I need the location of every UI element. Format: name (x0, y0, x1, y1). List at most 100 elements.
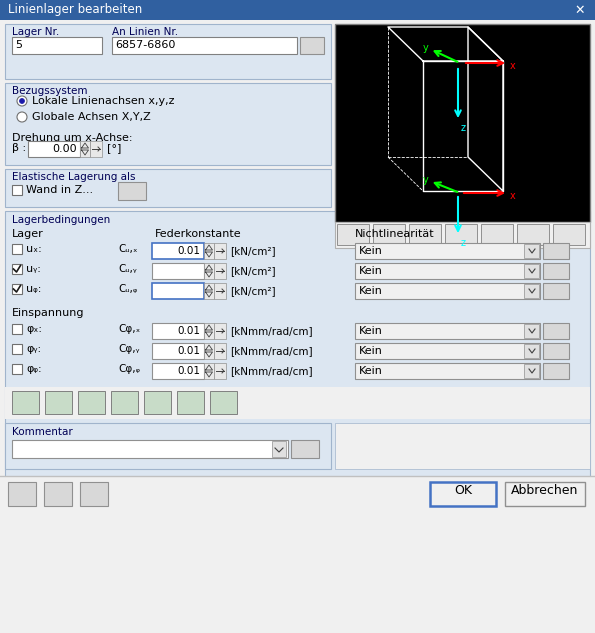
Bar (543, 343, 569, 359)
Text: Linienlager bearbeiten: Linienlager bearbeiten (8, 3, 142, 16)
Bar (28, 141, 80, 157)
Text: Lagerbedingungen: Lagerbedingungen (12, 215, 110, 225)
Bar (524, 364, 539, 378)
Text: [°]: [°] (107, 143, 121, 153)
Text: OK: OK (454, 484, 472, 497)
Bar (111, 391, 138, 414)
Text: x: x (510, 61, 516, 71)
Bar (505, 482, 585, 506)
Bar (90, 141, 102, 157)
Text: φₓ:: φₓ: (26, 324, 42, 334)
Bar (409, 224, 441, 245)
Bar (337, 224, 369, 245)
Bar (543, 363, 569, 379)
Text: Globale Achsen X,Y,Z: Globale Achsen X,Y,Z (32, 112, 151, 122)
Text: Cᵤ,ᵩ: Cᵤ,ᵩ (118, 284, 137, 294)
Bar (335, 423, 590, 469)
Text: φᵧ:: φᵧ: (26, 344, 41, 354)
Bar (45, 391, 72, 414)
Text: Lager Nr.: Lager Nr. (12, 27, 60, 37)
Bar (78, 391, 105, 414)
Text: y: y (423, 175, 429, 185)
Bar (204, 263, 214, 279)
Bar (524, 264, 539, 278)
Bar (204, 363, 214, 379)
Circle shape (17, 96, 27, 106)
Text: [kN/cm²]: [kN/cm²] (230, 286, 275, 296)
Bar (543, 323, 569, 339)
Text: [kNmm/rad/cm]: [kNmm/rad/cm] (230, 346, 312, 356)
Bar (0, 0, 595, 20)
Text: Bezugssystem: Bezugssystem (12, 86, 87, 96)
Bar (524, 324, 539, 338)
Bar (80, 141, 90, 157)
Text: uₓ:: uₓ: (26, 244, 42, 254)
Text: Kein: Kein (359, 286, 383, 296)
Bar (152, 323, 204, 339)
Text: ✕: ✕ (575, 4, 585, 16)
Bar (12, 364, 22, 374)
Bar (152, 243, 204, 259)
Text: 5: 5 (15, 41, 22, 51)
Bar (214, 363, 226, 379)
Bar (5, 423, 331, 469)
Text: Einspannung: Einspannung (12, 308, 84, 318)
Text: 0.01: 0.01 (177, 346, 200, 356)
Text: Cφ,ₓ: Cφ,ₓ (118, 324, 140, 334)
Bar (214, 283, 226, 299)
Text: y: y (423, 43, 429, 53)
Bar (214, 263, 226, 279)
Bar (144, 391, 171, 414)
Text: 0.01: 0.01 (177, 366, 200, 376)
Circle shape (20, 99, 24, 104)
Bar (204, 343, 214, 359)
Bar (5, 211, 590, 481)
Text: Kein: Kein (359, 246, 383, 256)
Bar (355, 323, 540, 339)
Bar (355, 283, 540, 299)
Text: Nichtlinearität: Nichtlinearität (355, 229, 434, 239)
Bar (430, 482, 496, 506)
Bar (291, 440, 319, 458)
Bar (152, 343, 204, 359)
Bar (0, 476, 595, 633)
Text: [kN/cm²]: [kN/cm²] (230, 246, 275, 256)
Bar (355, 263, 540, 279)
Bar (543, 283, 569, 299)
Text: Lager: Lager (12, 229, 44, 239)
Text: An Linien Nr.: An Linien Nr. (112, 27, 178, 37)
Text: Elastische Lagerung als: Elastische Lagerung als (12, 172, 136, 182)
Bar (5, 83, 331, 165)
Bar (204, 323, 214, 339)
Text: 0.01: 0.01 (177, 246, 200, 256)
Bar (12, 391, 39, 414)
Bar (210, 391, 237, 414)
Text: Drehung um x-Achse:: Drehung um x-Achse: (12, 133, 133, 143)
Bar (543, 243, 569, 259)
Bar (204, 243, 214, 259)
Text: z: z (461, 123, 466, 133)
Bar (481, 224, 513, 245)
Text: Kein: Kein (359, 366, 383, 376)
Bar (12, 440, 288, 458)
Text: Lokale Linienachsen x,y,z: Lokale Linienachsen x,y,z (32, 96, 174, 106)
Text: Abbrechen: Abbrechen (511, 484, 579, 497)
Bar (118, 182, 146, 200)
Bar (12, 37, 102, 54)
Circle shape (17, 112, 27, 122)
Bar (12, 284, 22, 294)
Text: Cᵤ,ᵧ: Cᵤ,ᵧ (118, 264, 137, 274)
Text: uᵩ:: uᵩ: (26, 284, 42, 294)
Bar (12, 185, 22, 195)
Bar (44, 482, 72, 506)
Bar (355, 243, 540, 259)
Bar (152, 283, 204, 299)
Bar (112, 37, 297, 54)
Bar (5, 24, 331, 79)
Bar (355, 363, 540, 379)
Bar (543, 263, 569, 279)
Text: 0.01: 0.01 (177, 326, 200, 336)
Bar (80, 482, 108, 506)
Bar (204, 283, 214, 299)
Bar (524, 344, 539, 358)
